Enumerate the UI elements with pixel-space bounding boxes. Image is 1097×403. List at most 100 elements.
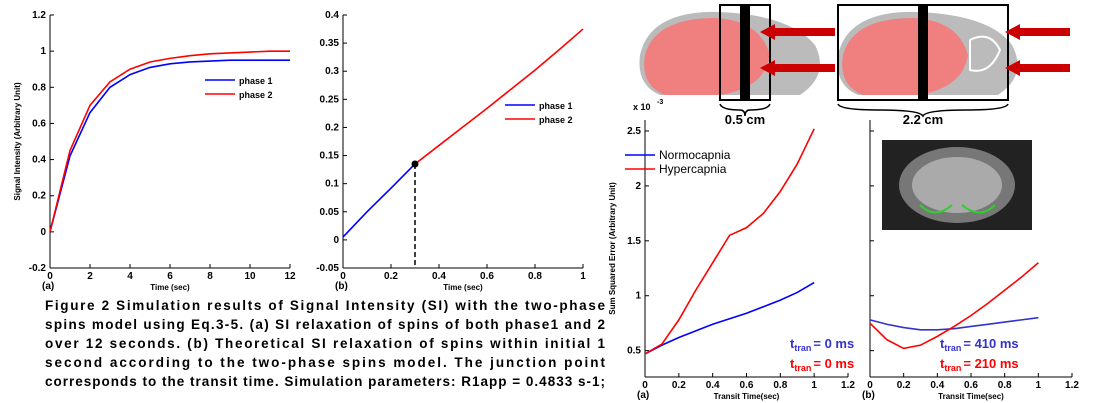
diagram-label: 2.2 cm bbox=[903, 112, 943, 127]
y-axis-label: Sum Squared Error (Arbitrary Unit) bbox=[608, 182, 617, 315]
y-tick-label: 0.4 bbox=[32, 155, 46, 166]
annotation: ttran = 410 ms bbox=[940, 336, 1019, 353]
x-tick-label: 4 bbox=[127, 271, 133, 282]
junction-point bbox=[411, 160, 419, 168]
annotation-sub: tran bbox=[944, 343, 961, 353]
x-tick-label: 1.2 bbox=[841, 380, 855, 391]
x-tick-label: 0.4 bbox=[706, 380, 720, 391]
y-tick-label: 0.15 bbox=[320, 151, 340, 162]
y-tick-label: 0.2 bbox=[32, 191, 46, 202]
series-line bbox=[869, 316, 1039, 331]
annotation-sub: tran bbox=[794, 363, 811, 373]
x-tick-label: 0.2 bbox=[897, 380, 911, 391]
brain-diagram bbox=[639, 4, 1070, 118]
annotation-rest: = 0 ms bbox=[813, 336, 854, 351]
x-tick-label: 0.8 bbox=[998, 380, 1012, 391]
y-tick-label: 0.8 bbox=[32, 82, 46, 93]
x-tick-label: 1 bbox=[1036, 380, 1042, 391]
annotation-sub: tran bbox=[944, 363, 961, 373]
y-multiplier-exp: -3 bbox=[657, 99, 663, 106]
y-tick-label: 0.5 bbox=[627, 346, 641, 357]
y-tick-label: 0.05 bbox=[320, 207, 340, 218]
x-tick-label: 6 bbox=[167, 271, 173, 282]
x-tick-label: 0.2 bbox=[672, 380, 686, 391]
annotation-main: t bbox=[940, 356, 945, 371]
x-tick-label: 0.8 bbox=[773, 380, 787, 391]
y-tick-label: 2 bbox=[635, 181, 641, 192]
x-tick-label: 0 bbox=[642, 380, 648, 391]
legend-label: phase 2 bbox=[239, 90, 273, 100]
x-tick-label: 0.6 bbox=[964, 380, 978, 391]
y-tick-label: 0.3 bbox=[325, 66, 339, 77]
mri-inset bbox=[882, 140, 1032, 230]
y-tick-label: 0.35 bbox=[320, 38, 340, 49]
caption-line: second according to the two-phase spins … bbox=[45, 355, 606, 370]
y-tick-label: 0.1 bbox=[325, 179, 339, 190]
caption-line: Figure 2 Simulation results of Signal In… bbox=[45, 298, 605, 313]
x-tick-label: 0.8 bbox=[528, 271, 542, 282]
annotation-main: t bbox=[940, 336, 945, 351]
x-tick-label: 1.2 bbox=[1065, 380, 1079, 391]
panel-label: (b) bbox=[862, 390, 875, 401]
x-axis-label: Time (sec) bbox=[150, 283, 190, 292]
y-tick-label: 0.2 bbox=[325, 122, 339, 133]
x-tick-label: 0 bbox=[867, 380, 873, 391]
series-line bbox=[869, 262, 1039, 350]
y-tick-label: 0.25 bbox=[320, 94, 340, 105]
x-tick-label: 0 bbox=[47, 271, 53, 282]
legend-label: phase 1 bbox=[539, 101, 573, 111]
legend-label: phase 1 bbox=[239, 76, 273, 86]
legend-label: Hypercapnia bbox=[659, 162, 727, 176]
y-tick-label: 0.6 bbox=[32, 118, 46, 129]
annotation-rest: = 0 ms bbox=[813, 356, 854, 371]
y-tick-label: 1.2 bbox=[32, 10, 46, 21]
x-tick-label: 10 bbox=[244, 271, 256, 282]
series-line bbox=[49, 50, 290, 233]
caption-line: corresponds to the transit time. Simulat… bbox=[45, 374, 605, 389]
annotation-rest: = 210 ms bbox=[963, 356, 1018, 371]
x-tick-label: 0.4 bbox=[432, 271, 446, 282]
x-tick-label: 8 bbox=[207, 271, 213, 282]
annotation: ttran = 0 ms bbox=[790, 336, 854, 353]
y-tick-label: 1 bbox=[635, 291, 641, 302]
series-line bbox=[49, 59, 290, 233]
x-axis-label: Transit Time(sec) bbox=[938, 392, 1004, 401]
caption-line: over 12 seconds. (b) Theoretical SI rela… bbox=[45, 336, 605, 351]
panel-label: (b) bbox=[335, 281, 348, 292]
series-line bbox=[342, 163, 416, 238]
legend-label: Normocapnia bbox=[659, 148, 731, 162]
legend-label: phase 2 bbox=[539, 115, 573, 125]
y-tick-label: 1.5 bbox=[627, 236, 641, 247]
x-tick-label: 12 bbox=[284, 271, 296, 282]
x-axis-label: Transit Time(sec) bbox=[714, 392, 780, 401]
panel-label: (a) bbox=[42, 281, 54, 292]
y-tick-label: 0.4 bbox=[325, 10, 339, 21]
annotation-main: t bbox=[790, 356, 795, 371]
x-tick-label: 0.2 bbox=[384, 271, 398, 282]
y-tick-label: 0 bbox=[40, 227, 46, 238]
panel-label: (a) bbox=[637, 390, 649, 401]
annotation: ttran = 0 ms bbox=[790, 356, 854, 373]
series-line bbox=[414, 28, 584, 165]
y-tick-label: 0 bbox=[333, 235, 339, 246]
diagram-label: 0.5 cm bbox=[725, 112, 765, 127]
y-tick-label: 1 bbox=[40, 46, 46, 57]
x-tick-label: 0 bbox=[340, 271, 346, 282]
x-tick-label: 0.6 bbox=[740, 380, 754, 391]
x-tick-label: 0.6 bbox=[480, 271, 494, 282]
annotation-rest: = 410 ms bbox=[963, 336, 1018, 351]
y-tick-label: -0.05 bbox=[316, 263, 339, 274]
annotation-sub: tran bbox=[794, 343, 811, 353]
series-line bbox=[644, 128, 815, 355]
x-tick-label: 2 bbox=[87, 271, 93, 282]
y-tick-label: -0.2 bbox=[29, 263, 47, 274]
y-multiplier: x 10 bbox=[633, 102, 651, 112]
x-tick-label: 0.4 bbox=[930, 380, 944, 391]
y-tick-label: 2.5 bbox=[627, 126, 641, 137]
y-axis-label: Signal Intensity (Arbitrary Unit) bbox=[13, 82, 22, 201]
x-axis-label: Time (sec) bbox=[443, 283, 483, 292]
x-tick-label: 1 bbox=[811, 380, 817, 391]
caption-line: spins model using Eq.3-5. (a) SI relaxat… bbox=[45, 317, 605, 332]
series-line bbox=[644, 281, 815, 355]
